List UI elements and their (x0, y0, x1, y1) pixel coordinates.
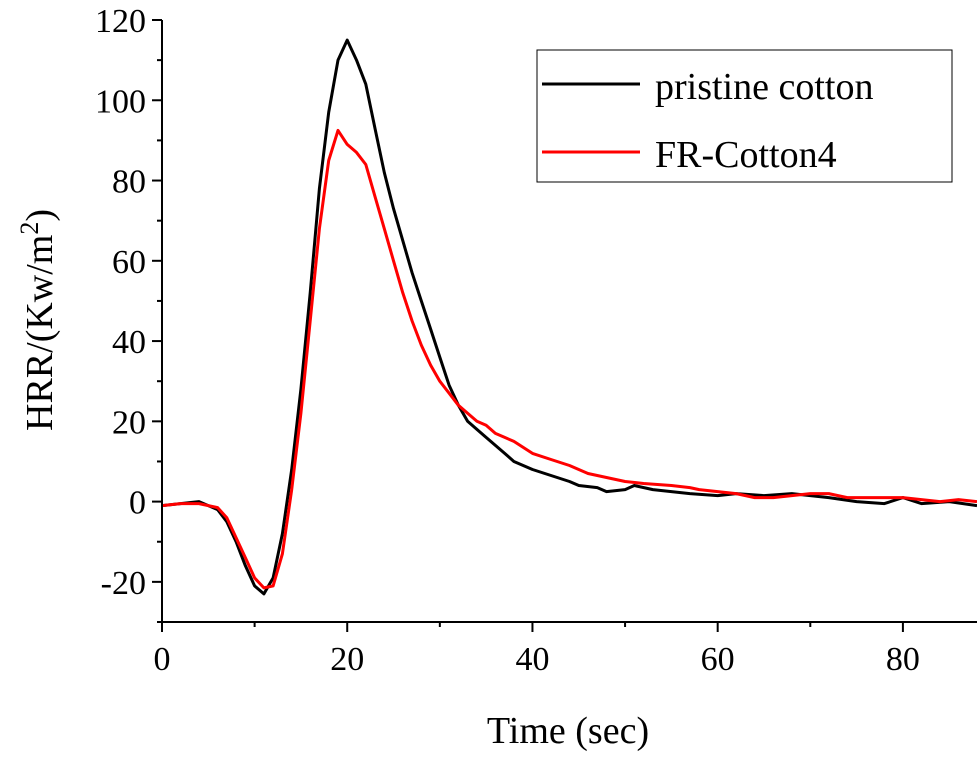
y-tick-label: 20 (112, 404, 146, 441)
y-tick-label: 120 (95, 3, 146, 40)
y-axis-title-superscript: 2 (15, 222, 44, 235)
legend-box (536, 49, 953, 183)
y-axis-title-suffix: ) (19, 209, 61, 222)
y-axis-title-main: HRR/(Kw/m (19, 235, 61, 431)
x-tick-label: 60 (701, 641, 735, 678)
legend-label-fr-cotton4: FR-Cotton4 (655, 134, 837, 176)
ticks-layer: -20 0 20 40 60 80 100 120 0 20 40 60 80 (95, 3, 920, 678)
legend: pristine cotton FR-Cotton4 (536, 49, 953, 183)
y-tick-label: 80 (112, 164, 146, 201)
series-line-fr-cotton4 (162, 128, 977, 590)
y-tick-label: 60 (112, 244, 146, 281)
x-tick-label: 20 (330, 641, 364, 678)
x-axis-title: Time (sec) (487, 710, 649, 752)
x-tick-label: 80 (886, 641, 920, 678)
legend-label-pristine-cotton: pristine cotton (655, 66, 873, 108)
axes-layer (161, 20, 977, 623)
series-layer (162, 38, 977, 596)
y-tick-label: 100 (95, 83, 146, 120)
x-tick-label: 0 (154, 641, 171, 678)
y-tick-label: 40 (112, 324, 146, 361)
x-tick-label: 40 (515, 641, 549, 678)
y-axis-title: HRR/(Kw/m2) (15, 209, 61, 431)
y-tick-label: 0 (129, 485, 146, 522)
y-tick-label: -20 (101, 565, 146, 602)
